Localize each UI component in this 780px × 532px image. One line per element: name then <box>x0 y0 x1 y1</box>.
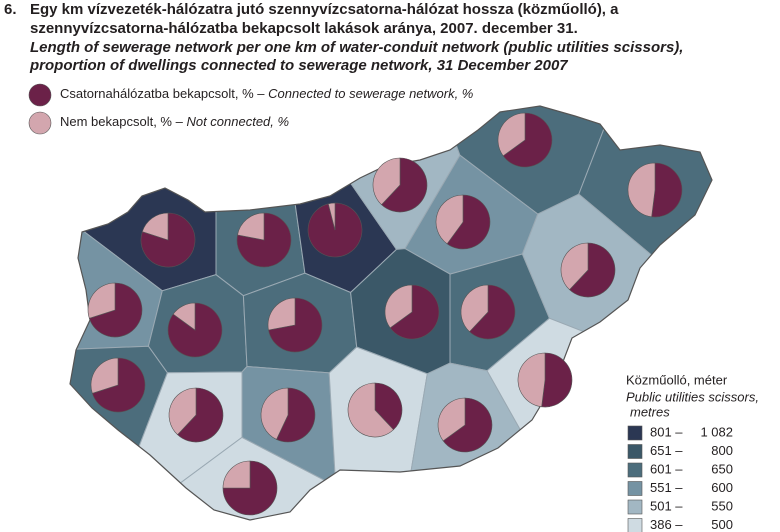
pie-connected <box>389 284 440 340</box>
pie-connected <box>91 357 146 413</box>
pie-not-connected <box>90 357 119 394</box>
class-from: 551 – <box>650 480 683 495</box>
class-swatch <box>627 462 643 478</box>
subtitle-line: Length of sewerage network per one km of… <box>30 39 683 56</box>
title-line: szennyvízcsatorna-hálózatba bekapcsolt l… <box>30 20 578 37</box>
class-swatch <box>627 425 643 441</box>
pie-not-connected <box>327 202 336 231</box>
pie-connected <box>541 352 573 408</box>
legend: Csatornahálózatba bekapcsolt, % – Connec… <box>28 83 759 532</box>
pies <box>87 112 683 516</box>
pie-not-connected <box>87 282 116 319</box>
pie-not-connected <box>267 297 296 331</box>
class-from: 601 – <box>650 461 683 476</box>
subtitle-line: proportion of dwellings connected to sew… <box>29 57 568 74</box>
pie-not-connected <box>168 387 197 436</box>
pie-not-connected <box>384 284 413 329</box>
class-from: 501 – <box>650 498 683 513</box>
pie-connected <box>502 112 553 168</box>
pie-not-connected <box>560 242 589 291</box>
pie-not-connected <box>497 112 526 157</box>
pie-connected <box>177 387 224 443</box>
legend-label: Nem bekapcsolt, % – Not connected, % <box>60 114 289 129</box>
pie-not-connected <box>172 302 196 331</box>
class-legend-title-en: Public utilities scissors, <box>626 389 759 404</box>
legend-label: Csatornahálózatba bekapcsolt, % – Connec… <box>60 86 473 101</box>
class-from: 651 – <box>650 443 683 458</box>
country-outline <box>69 105 713 521</box>
class-to: 800 <box>711 443 733 458</box>
class-swatch <box>627 499 643 515</box>
pie-connected <box>374 382 403 431</box>
pie-connected <box>381 157 428 213</box>
pie-not-connected <box>627 162 656 218</box>
title-line: Egy km vízvezeték-hálózatra jutó szennyv… <box>30 1 619 18</box>
class-swatch <box>627 481 643 496</box>
pie-not-connected <box>237 212 265 241</box>
pie-connected <box>276 387 316 443</box>
pie-not-connected <box>141 212 169 241</box>
class-swatch <box>627 518 643 532</box>
pie-connected <box>442 397 493 453</box>
class-swatch <box>627 444 643 459</box>
county <box>328 346 428 520</box>
class-legend-title: Közműolló, méter <box>626 372 728 387</box>
class-to: 500 <box>711 517 733 532</box>
class-to: 1 082 <box>700 424 733 439</box>
pie-connected <box>88 282 143 338</box>
legend-label-hu: Nem bekapcsolt, % – <box>60 114 186 129</box>
class-legend-title-en: metres <box>630 404 670 419</box>
figure-number: 6. <box>4 1 17 18</box>
legend-label-en: Connected to sewerage network, % <box>268 86 473 101</box>
class-from: 801 – <box>650 424 683 439</box>
class-to: 600 <box>711 480 733 495</box>
pie-not-connected <box>347 382 394 438</box>
pie-connected <box>446 194 491 250</box>
legend-pie <box>28 111 52 135</box>
pie-not-connected <box>372 157 401 206</box>
class-to: 550 <box>711 498 733 513</box>
pie-not-connected <box>460 284 489 333</box>
pie-not-connected <box>260 387 289 440</box>
class-from: 386 – <box>650 517 683 532</box>
pie-connected <box>469 284 516 340</box>
pie-not-connected <box>517 352 546 408</box>
legend-pie <box>28 83 52 107</box>
legend-label-hu: Csatornahálózatba bekapcsolt, % – <box>60 86 268 101</box>
pie-connected <box>569 242 616 298</box>
pie-not-connected <box>435 194 464 245</box>
pie-not-connected <box>222 460 251 489</box>
legend-label-en: Not connected, % <box>186 114 289 129</box>
pie-not-connected <box>437 397 466 442</box>
class-to: 650 <box>711 461 733 476</box>
pie-connected <box>651 162 683 218</box>
